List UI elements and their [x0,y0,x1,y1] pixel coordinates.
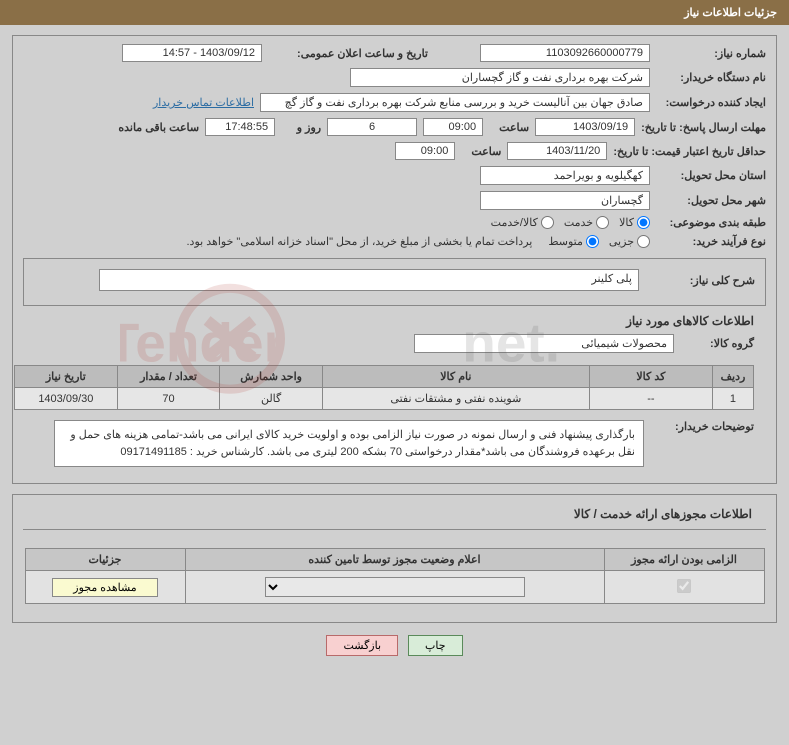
need-number-value: 1103092660000779 [480,44,650,62]
goods-section-title: اطلاعات کالاهای مورد نیاز [23,314,754,328]
remain-label: ساعت باقی مانده [109,121,199,134]
opt-partial[interactable]: جزیی [609,235,650,248]
process-options: جزیی متوسط [548,235,650,248]
permits-table: الزامی بودن ارائه مجوز اعلام وضعیت مجوز … [25,548,765,604]
city-value: گچساران [480,191,650,210]
back-button[interactable]: بازگشت [326,635,398,656]
buyer-notes-label: توضیحات خریدار: [654,420,754,433]
th-row: ردیف [712,366,753,388]
th-code: کد کالا [589,366,712,388]
category-label: طبقه بندی موضوعی: [656,216,766,229]
opt-goods[interactable]: کالا [619,216,650,229]
announce-value: 1403/09/12 - 14:57 [122,44,262,62]
details-panel: AriaTender .net شماره نیاز: 110309266000… [12,35,777,484]
time-label-1: ساعت [489,121,529,134]
need-number-label: شماره نیاز: [656,47,766,60]
group-label: گروه کالا: [684,337,754,350]
opt-medium[interactable]: متوسط [548,235,599,248]
status-select[interactable] [265,577,525,597]
summary-label: شرح کلی نیاز: [645,274,755,287]
validity-time: 09:00 [395,142,455,160]
province-value: کهگیلویه و بویراحمد [480,166,650,185]
process-label: نوع فرآیند خرید: [656,235,766,248]
th-qty: تعداد / مقدار [117,366,220,388]
th-status: اعلام وضعیت مجوز توسط تامین کننده [185,549,604,571]
category-options: کالا خدمت کالا/خدمت [491,216,650,229]
buyer-contact-link[interactable]: اطلاعات تماس خریدار [153,96,254,109]
th-details: جزئیات [25,549,185,571]
opt-both[interactable]: کالا/خدمت [491,216,554,229]
permits-panel: اطلاعات مجوزهای ارائه خدمت / کالا الزامی… [12,494,777,623]
goods-table: ردیف کد کالا نام کالا واحد شمارش تعداد /… [14,365,754,410]
announce-label: تاریخ و ساعت اعلان عمومی: [268,47,428,60]
group-value: محصولات شیمیائی [414,334,674,353]
time-remain: 17:48:55 [205,118,275,136]
view-permit-button[interactable]: مشاهده مجوز [52,578,157,597]
deadline-date: 1403/09/19 [535,118,635,136]
buyer-label: نام دستگاه خریدار: [656,71,766,84]
permits-title: اطلاعات مجوزهای ارائه خدمت / کالا [23,505,766,530]
th-name: نام کالا [322,366,589,388]
permit-row: مشاهده مجوز [25,571,764,604]
print-button[interactable]: چاپ [408,635,463,656]
th-mandatory: الزامی بودن ارائه مجوز [604,549,764,571]
opt-service[interactable]: خدمت [564,216,609,229]
buyer-notes: بارگذاری پیشنهاد فنی و ارسال نمونه در صو… [54,420,644,467]
deadline-label: مهلت ارسال پاسخ: تا تاریخ: [641,121,766,134]
validity-label: حداقل تاریخ اعتبار قیمت: تا تاریخ: [613,145,766,158]
page-header: جزئیات اطلاعات نیاز [0,0,789,25]
mandatory-checkbox [677,579,691,593]
requester-label: ایجاد کننده درخواست: [656,96,766,109]
buyer-value: شرکت بهره برداری نفت و گاز گچساران [350,68,650,87]
days-remain: 6 [327,118,417,136]
city-label: شهر محل تحویل: [656,194,766,207]
bottom-buttons: چاپ بازگشت [0,635,789,656]
th-date: تاریخ نیاز [15,366,118,388]
validity-date: 1403/11/20 [507,142,607,160]
deadline-time: 09:00 [423,118,483,136]
th-unit: واحد شمارش [220,366,323,388]
province-label: استان محل تحویل: [656,169,766,182]
payment-note: پرداخت تمام یا بخشی از مبلغ خرید، از محل… [187,235,533,248]
requester-value: صادق جهان بین آنالیست خرید و بررسی منابع… [260,93,650,112]
summary-value: پلی کلینر [99,269,639,291]
table-row: 1 -- شوینده نفتی و مشتقات نفتی گالن 70 1… [15,388,754,410]
days-label: روز و [281,121,321,134]
time-label-2: ساعت [461,145,501,158]
